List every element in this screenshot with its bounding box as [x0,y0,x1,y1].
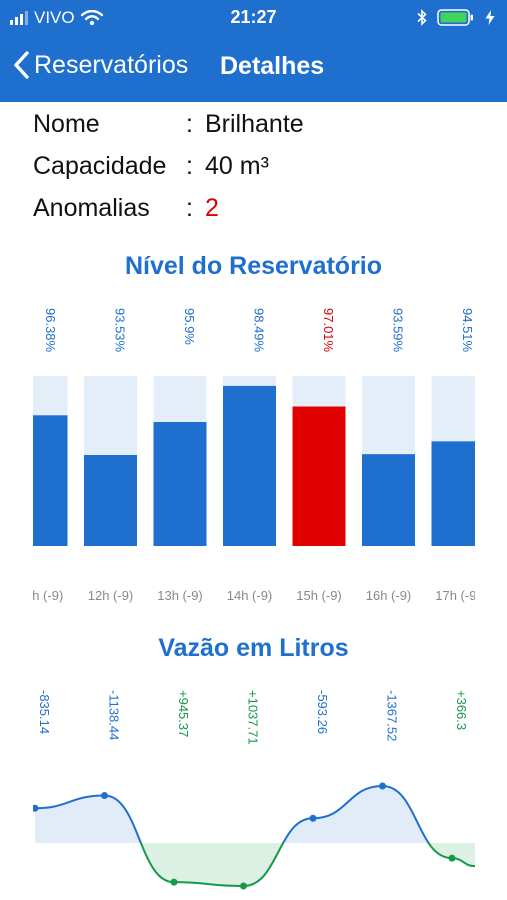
status-bar: VIVO 21:27 [0,0,507,36]
level-bar [84,455,137,546]
flow-line-outflow [34,784,430,843]
flow-point [33,804,39,812]
status-right [417,9,495,26]
flow-point [379,782,386,790]
flow-point [309,814,317,822]
level-value-label: 98.49% [252,308,267,353]
level-value-label: 95.9% [182,308,197,345]
flow-point [101,792,108,800]
flow-value-label: +945.37 [176,690,191,737]
level-value-label: 94.51% [460,308,475,353]
level-bar [431,441,475,546]
hour-tick-label: 12h (-9) [88,588,134,603]
anomalies-separator: : [186,194,193,222]
level-bar [362,454,415,546]
chevron-left-icon [14,51,29,79]
flow-chart-svg: -835.14 -1138.44 +945.37 +1037.71 -593.26 -13… [33,690,475,890]
level-bar [292,406,346,546]
flow-value-label: -1138.44 [107,690,122,740]
level-chart-title: Nível do Reservatório [124,252,383,280]
flow-value-label: -1367.52 [385,690,400,741]
hour-tick-label: 16h (-9) [366,588,412,603]
flow-chart-title: Vazão em Litros [158,634,349,662]
name-label: Nome [33,110,100,138]
level-bar [153,421,207,546]
back-label: Reservatórios [34,50,189,79]
level-value-label: 96.38% [43,308,58,353]
level-value-label: 93.59% [391,308,406,353]
signal-icon [10,11,28,25]
flow-value-label: +1037.71 [246,690,261,745]
flow-point [170,878,178,886]
clock: 21:27 [230,7,277,27]
back-button[interactable]: Reservatórios [12,50,188,80]
name-value: Brilhante [205,110,304,138]
page-title: Detalhes [220,52,325,80]
flow-chart: -835.14 -1138.44 +945.37 +1037.71 -593.26 -13… [33,682,475,900]
battery-icon [437,9,473,26]
hour-tick-label: 11h (-9) [33,588,63,603]
capacity-separator: : [186,152,193,180]
inflow-area [35,843,475,886]
hour-tick-label: 13h (-9) [157,588,203,603]
carrier-label: VIVO [34,8,75,27]
name-separator: : [186,110,193,138]
bluetooth-icon [417,9,427,26]
capacity-value: 40 m³ [205,152,269,180]
level-chart: 96.38% 11h (-9) 93.53% 12h (-9) 95.9% 13h (-9… [33,300,475,610]
hour-tick-label: 15h (-9) [296,588,342,603]
level-chart-svg: 96.38% 11h (-9) 93.53% 12h (-9) 95.9% 13h (-9… [33,308,475,603]
flow-point [240,882,247,890]
anomalies-label: Anomalias [33,194,150,222]
level-bar [33,415,68,546]
nav-bar: Reservatórios Detalhes [0,36,507,102]
status-left: VIVO [10,8,103,28]
level-value-label: 97.01% [321,308,336,353]
outflow-area [35,786,475,843]
anomalies-value: 2 [205,194,219,222]
level-value-label: 93.53% [113,308,128,353]
wifi-icon [80,10,103,26]
capacity-label: Capacidade [33,152,167,180]
flow-line-inflow [139,843,475,888]
hour-tick-label: 14h (-9) [227,588,273,603]
hour-tick-label: 17h (-9) [435,588,475,603]
flow-value-label: -835.14 [37,690,52,734]
flow-value-label: -593.26 [315,690,330,734]
flow-point [448,854,456,862]
flow-value-label: +366.3 [454,690,469,730]
charging-icon [485,10,495,25]
level-bar [223,385,276,546]
